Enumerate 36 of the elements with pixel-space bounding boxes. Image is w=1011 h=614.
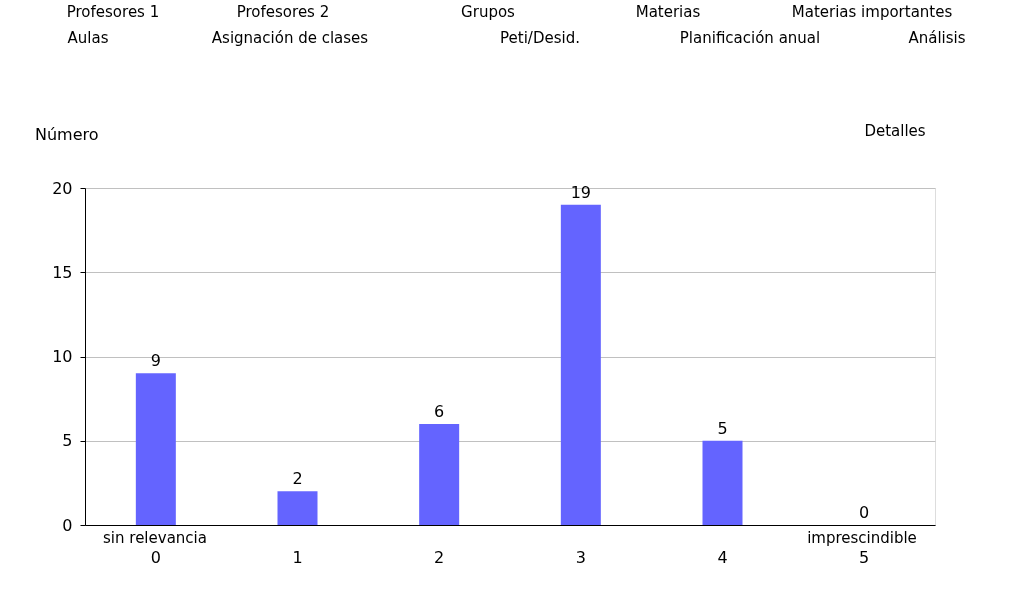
text: Profesores 2 <box>236 3 330 21</box>
x-tick-label: 5 <box>859 547 870 567</box>
text: Materias importantes <box>791 3 953 21</box>
bar <box>560 204 601 525</box>
x-tick-label: 3 <box>575 547 586 567</box>
bar <box>702 440 743 525</box>
bar <box>135 373 176 525</box>
bar <box>277 491 318 525</box>
y-axis-title: Número <box>35 125 99 144</box>
text: Aulas <box>67 29 109 47</box>
x-tick-label: 0 <box>150 547 161 567</box>
y-tick-label: 10 <box>52 347 73 366</box>
data-label: 0 <box>859 503 870 522</box>
x-tick-label: 1 <box>292 547 303 567</box>
y-tick-label: 20 <box>52 178 73 198</box>
y-tick-label: 15 <box>52 262 73 282</box>
text: Peti/Desid. <box>500 29 580 47</box>
data-label: 9 <box>150 351 161 371</box>
bar <box>419 423 460 525</box>
text: Grupos <box>461 3 516 21</box>
text: Planificación anual <box>679 29 821 47</box>
text: Asignación de clases <box>211 29 369 47</box>
data-label: 19 <box>570 182 592 202</box>
text: Profesores 1 <box>66 3 160 21</box>
data-label: 5 <box>717 418 728 438</box>
text: Materias <box>635 3 701 21</box>
x-tick-label: 4 <box>717 547 728 567</box>
text: Análisis <box>908 29 966 47</box>
data-label: 2 <box>292 469 303 489</box>
text: imprescindible <box>807 529 917 547</box>
text: sin relevancia <box>103 529 207 547</box>
y-tick-label: 0 <box>62 515 73 535</box>
data-label: 6 <box>434 401 445 421</box>
text: Detalles <box>864 122 926 140</box>
y-tick-label: 5 <box>62 431 73 451</box>
x-tick-label: 2 <box>434 547 445 567</box>
